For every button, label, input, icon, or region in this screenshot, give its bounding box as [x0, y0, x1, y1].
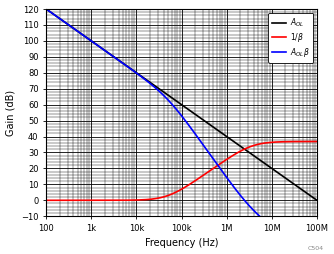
$1/\beta$ — [267, 141, 271, 144]
$1/\beta$ — [148, 198, 152, 201]
$A_{OL}\beta$ — [44, 8, 48, 11]
$1/\beta$ — [44, 199, 48, 202]
$A_{OL}\beta$ — [267, 223, 271, 226]
$A_{OL}\beta$ — [94, 42, 98, 45]
Line: $A_{OL}\beta$: $A_{OL}\beta$ — [46, 9, 317, 254]
$A_{OL}$ — [94, 42, 98, 45]
$A_{OL}$ — [246, 150, 250, 153]
$A_{OL}\beta$ — [148, 82, 152, 85]
$A_{OL}\beta$ — [207, 151, 211, 154]
X-axis label: Frequency (Hz): Frequency (Hz) — [145, 239, 218, 248]
$A_{OL}$ — [207, 122, 211, 125]
$A_{OL}$ — [267, 165, 271, 168]
$A_{OL}\beta$ — [220, 170, 224, 173]
$1/\beta$ — [315, 140, 319, 143]
$A_{OL}$ — [148, 81, 152, 84]
$A_{OL}$ — [44, 8, 48, 11]
Line: $A_{OL}$: $A_{OL}$ — [46, 9, 317, 200]
$1/\beta$ — [220, 161, 224, 164]
$1/\beta$ — [246, 146, 250, 149]
Text: C504: C504 — [308, 246, 324, 251]
Y-axis label: Gain (dB): Gain (dB) — [6, 90, 16, 136]
Line: $1/\beta$: $1/\beta$ — [46, 141, 317, 200]
Legend: $A_{OL}$, $1/\beta$, $A_{OL}\beta$: $A_{OL}$, $1/\beta$, $A_{OL}\beta$ — [268, 13, 313, 63]
$1/\beta$ — [207, 170, 211, 173]
$A_{OL}$ — [315, 199, 319, 202]
$A_{OL}\beta$ — [246, 203, 250, 206]
$1/\beta$ — [94, 199, 98, 202]
$A_{OL}$ — [220, 132, 224, 135]
